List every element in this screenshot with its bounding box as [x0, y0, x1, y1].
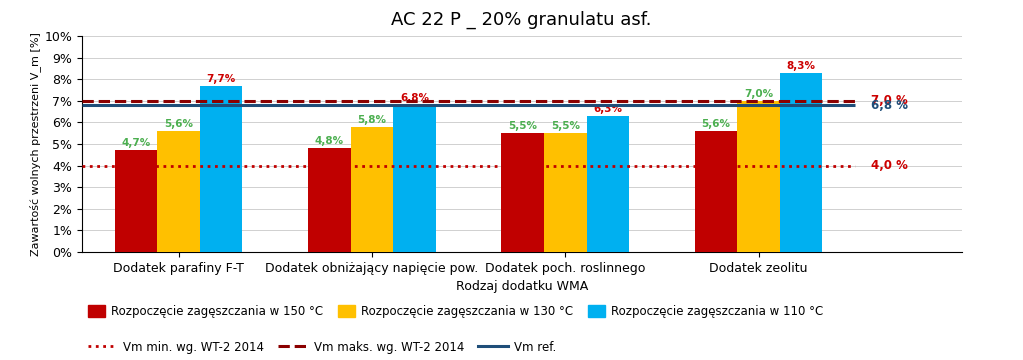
Bar	[738, 101, 780, 252]
Bar	[393, 105, 436, 252]
Text: 8,3%: 8,3%	[787, 60, 815, 71]
Text: 7,7%: 7,7%	[207, 73, 235, 84]
Bar	[501, 133, 544, 252]
Text: 7,0 %: 7,0 %	[871, 94, 907, 107]
Text: 5,5%: 5,5%	[508, 121, 537, 131]
Text: 7,0%: 7,0%	[744, 89, 773, 99]
X-axis label: Rodzaj dodatku WMA: Rodzaj dodatku WMA	[455, 280, 588, 293]
Bar	[308, 148, 351, 252]
Y-axis label: Zawartość wolnych przestrzeni V_m [%]: Zawartość wolnych przestrzeni V_m [%]	[30, 32, 42, 256]
Text: 4,8%: 4,8%	[315, 136, 344, 146]
Bar	[586, 116, 629, 252]
Bar	[199, 86, 242, 252]
Text: 6,3%: 6,3%	[593, 104, 622, 114]
Text: 4,7%: 4,7%	[122, 138, 150, 148]
Text: 4,0 %: 4,0 %	[871, 159, 907, 172]
Text: 5,6%: 5,6%	[702, 119, 730, 129]
Legend: Rozpoczęcie zagęszczania w 150 °C, Rozpoczęcie zagęszczania w 130 °C, Rozpoczęci: Rozpoczęcie zagęszczania w 150 °C, Rozpo…	[88, 305, 824, 318]
Bar	[695, 131, 738, 252]
Bar	[158, 131, 199, 252]
Bar	[351, 127, 393, 252]
Text: 6,8%: 6,8%	[400, 93, 429, 103]
Text: 6,8 %: 6,8 %	[871, 99, 907, 112]
Bar	[115, 150, 158, 252]
Bar	[544, 133, 586, 252]
Text: 5,5%: 5,5%	[550, 121, 580, 131]
Title: AC 22 P _ 20% granulatu asf.: AC 22 P _ 20% granulatu asf.	[392, 11, 652, 29]
Bar	[780, 73, 822, 252]
Legend: Vm min. wg. WT-2 2014, Vm maks. wg. WT-2 2014, Vm ref.: Vm min. wg. WT-2 2014, Vm maks. wg. WT-2…	[88, 341, 555, 354]
Text: 5,6%: 5,6%	[164, 119, 193, 129]
Text: 5,8%: 5,8%	[357, 114, 387, 125]
